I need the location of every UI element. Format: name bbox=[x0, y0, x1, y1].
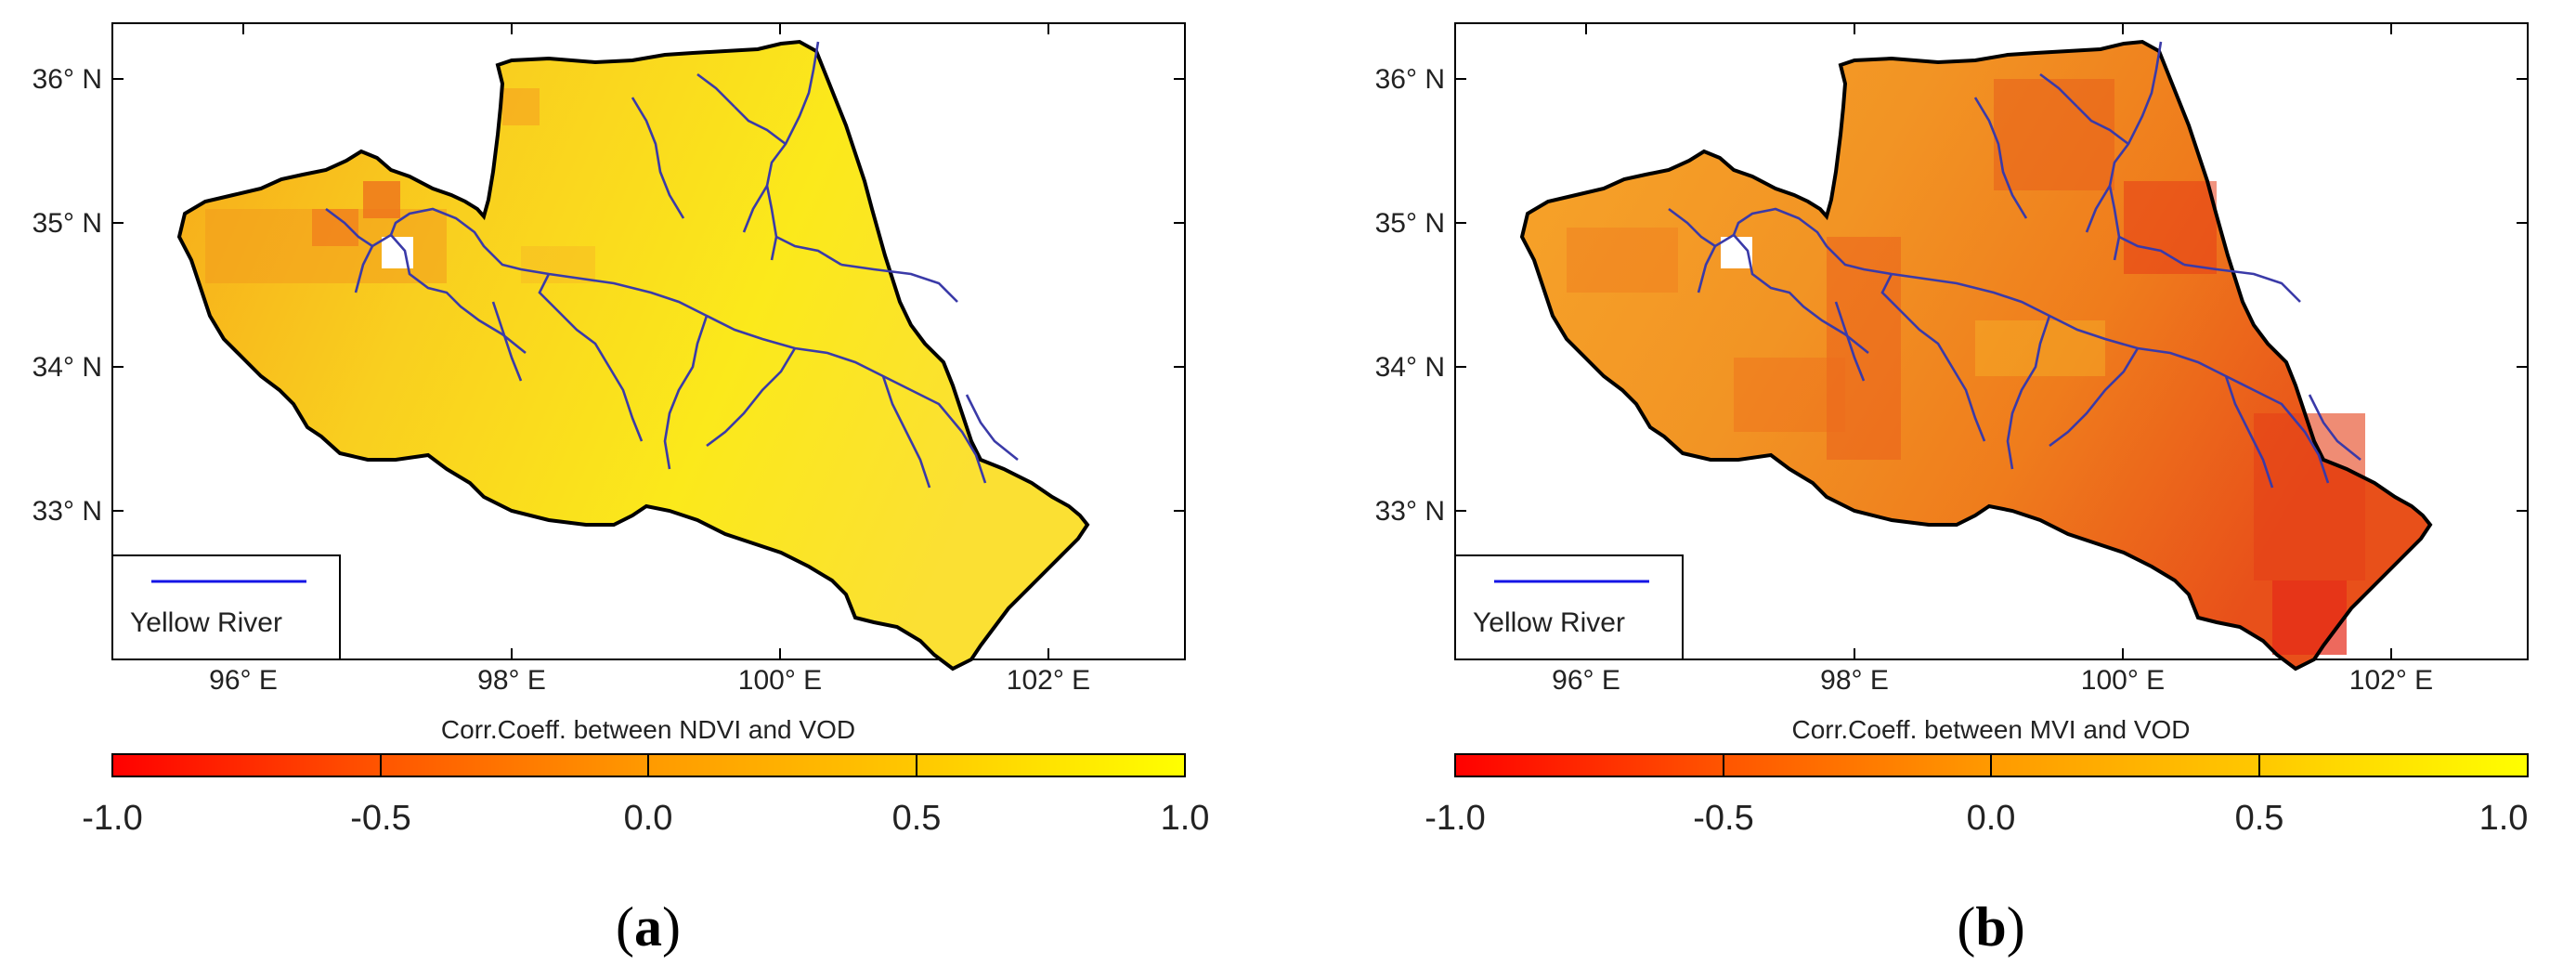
lon-tick-label: 96° E bbox=[1552, 665, 1620, 696]
colorbar-tick: 0.0 bbox=[1967, 799, 2016, 838]
pixel-patch bbox=[2272, 580, 2347, 655]
lon-tick-label: 98° E bbox=[1820, 665, 1889, 696]
colorbar-tick: 0.5 bbox=[892, 799, 942, 838]
lat-tick-label: 34° N bbox=[1375, 352, 1445, 383]
lon-tick-label: 102° E bbox=[1007, 665, 1090, 696]
panel-b: 36° N 35° N 34° N 33° N 96° E 98° E 100°… bbox=[1375, 22, 2529, 958]
legend-label: Yellow River bbox=[1473, 607, 1625, 638]
lat-axis bbox=[1455, 23, 2528, 659]
colorbar-tick: -0.5 bbox=[350, 799, 410, 838]
pixel-patch bbox=[521, 246, 595, 283]
lon-tick-label: 102° E bbox=[2349, 665, 2433, 696]
panel-a: 36° N 35° N 34° N 33° N 96° E 98° E 100°… bbox=[33, 22, 1210, 958]
pixel-patch bbox=[1994, 79, 2114, 190]
lat-tick-label: 34° N bbox=[33, 352, 102, 383]
pixel-patch bbox=[2124, 181, 2217, 274]
panel-label: (b) bbox=[1957, 896, 2024, 958]
colorbar-tick: 0.5 bbox=[2235, 799, 2284, 838]
colorbar-tick: -1.0 bbox=[82, 799, 142, 838]
yellow-river bbox=[325, 41, 1019, 489]
lat-tick-label: 36° N bbox=[1375, 64, 1445, 95]
lon-tick-label: 100° E bbox=[2081, 665, 2165, 696]
colorbar-tick: 0.0 bbox=[624, 799, 673, 838]
colorbar bbox=[111, 753, 1186, 777]
pixel-patch bbox=[363, 181, 400, 218]
pixel-patch bbox=[1567, 228, 1678, 293]
pixel-patch bbox=[502, 88, 540, 125]
colorbar-tick: -1.0 bbox=[1425, 799, 1485, 838]
lat-tick-label: 35° N bbox=[1375, 208, 1445, 239]
map-legend: Yellow River bbox=[1454, 554, 1684, 660]
yellow-river bbox=[1668, 41, 2361, 489]
colorbar-tick: -0.5 bbox=[1693, 799, 1753, 838]
colorbar-tick: 1.0 bbox=[1161, 799, 1210, 838]
lat-tick-label: 35° N bbox=[33, 208, 102, 239]
lon-tick-label: 98° E bbox=[477, 665, 546, 696]
lon-tick-label: 100° E bbox=[738, 665, 822, 696]
lat-tick-label: 33° N bbox=[33, 496, 102, 527]
lon-tick-label: 96° E bbox=[209, 665, 278, 696]
colorbar-tick: 1.0 bbox=[2479, 799, 2529, 838]
colorbar-title: Corr.Coeff. between MVI and VOD bbox=[1791, 715, 2190, 744]
colorbar-title: Corr.Coeff. between NDVI and VOD bbox=[441, 715, 855, 744]
colorbar bbox=[1454, 753, 2529, 777]
map-legend: Yellow River bbox=[111, 554, 341, 660]
lat-tick-label: 36° N bbox=[33, 64, 102, 95]
legend-label: Yellow River bbox=[130, 607, 282, 638]
panel-label: (a) bbox=[616, 896, 681, 958]
lat-tick-label: 33° N bbox=[1375, 496, 1445, 527]
pixel-patch bbox=[1734, 358, 1845, 432]
